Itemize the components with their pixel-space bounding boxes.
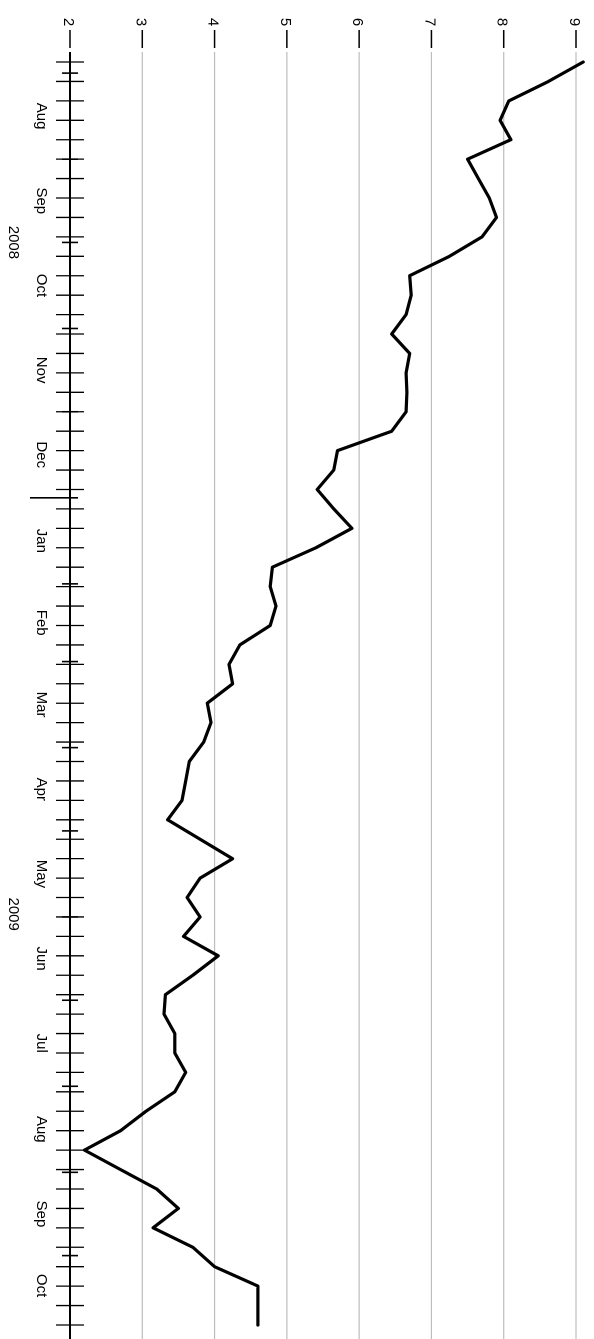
value-tick-label: 2 xyxy=(60,18,77,26)
month-label: Jun xyxy=(33,946,50,970)
month-label: May xyxy=(33,860,50,889)
value-tick-label: 6 xyxy=(349,18,366,26)
value-tick-label: 8 xyxy=(494,18,511,26)
series-line xyxy=(82,60,585,1327)
value-tick-label: 5 xyxy=(277,18,294,26)
value-gridlines xyxy=(141,52,577,1339)
month-label: Sep xyxy=(33,1201,50,1228)
month-label: Aug xyxy=(33,1116,50,1143)
value-tick-label: 4 xyxy=(205,18,222,26)
value-tick-label: 9 xyxy=(566,18,583,26)
year-label: 2008 xyxy=(5,226,22,259)
month-label: Jan xyxy=(33,529,50,553)
month-label: Jul xyxy=(33,1034,50,1053)
month-label: Nov xyxy=(33,357,50,384)
year-label: 2009 xyxy=(5,897,22,930)
value-axis-ticks: 2 3 4 5 6 7 8 9 xyxy=(60,18,583,48)
month-label: Feb xyxy=(33,610,50,636)
month-label: Aug xyxy=(33,103,50,130)
month-label: Dec xyxy=(33,441,50,468)
month-label: Oct xyxy=(33,274,50,298)
value-tick-label: 7 xyxy=(421,18,438,26)
month-label: Apr xyxy=(33,778,50,801)
series xyxy=(82,60,585,1327)
value-tick-label: 3 xyxy=(132,18,149,26)
month-label: Mar xyxy=(33,692,50,718)
month-label: Sep xyxy=(33,187,50,214)
month-label: Oct xyxy=(33,1274,50,1298)
time-axis-ticks: Aug Sep Oct Nov Dec Jan Feb Mar Apr May Jun Jul Aug S… xyxy=(5,61,84,1326)
